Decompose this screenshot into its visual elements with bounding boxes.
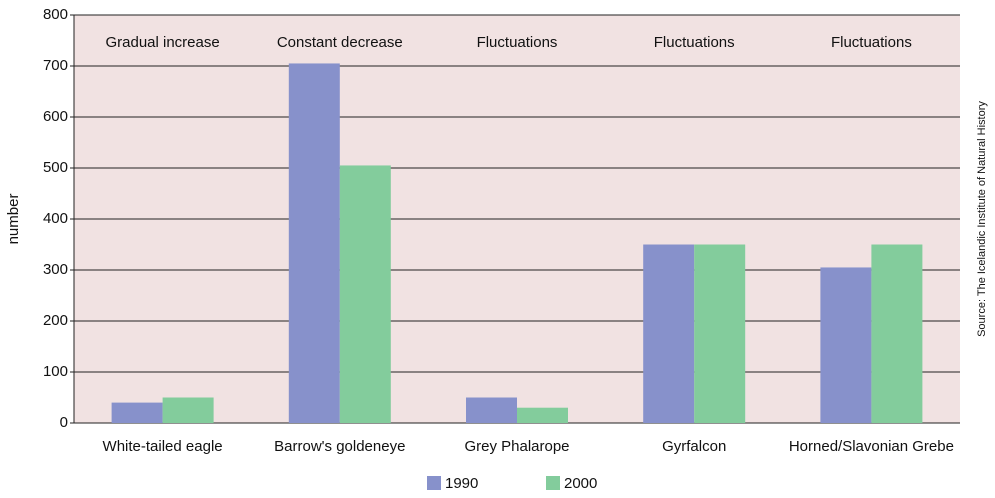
bar	[517, 407, 568, 423]
annotation: Fluctuations	[477, 34, 558, 51]
y-tick-label: 800	[43, 6, 68, 23]
bar	[643, 244, 695, 423]
x-tick-label: Gyrfalcon	[662, 438, 726, 455]
bar	[694, 244, 746, 423]
x-tick-label: Horned/Slavonian Grebe	[789, 438, 954, 455]
x-tick-label: White-tailed eagle	[103, 438, 223, 455]
bar	[466, 397, 517, 423]
y-tick-label: 500	[43, 159, 68, 176]
legend-swatch	[546, 476, 560, 490]
y-tick-label: 300	[43, 261, 68, 278]
y-tick-label: 100	[43, 363, 68, 380]
x-tick-label: Grey Phalarope	[464, 438, 569, 455]
legend-label: 2000	[564, 475, 597, 492]
bar	[339, 165, 391, 423]
y-axis-label: number	[5, 194, 22, 245]
y-tick-label: 700	[43, 57, 68, 74]
bar	[820, 267, 872, 423]
annotation: Fluctuations	[831, 34, 912, 51]
bar	[288, 63, 340, 423]
x-tick-label: Barrow's goldeneye	[274, 438, 405, 455]
legend-swatch	[427, 476, 441, 490]
source-note: Source: The Icelandic Institute of Natur…	[976, 101, 988, 337]
y-tick-label: 400	[43, 210, 68, 227]
bar	[111, 402, 163, 423]
y-tick-label: 0	[60, 414, 68, 431]
annotation: Constant decrease	[277, 34, 403, 51]
bar	[871, 244, 923, 423]
legend-label: 1990	[445, 475, 478, 492]
y-tick-label: 200	[43, 312, 68, 329]
y-tick-label: 600	[43, 108, 68, 125]
annotation: Gradual increase	[105, 34, 219, 51]
annotation: Fluctuations	[654, 34, 735, 51]
bar	[162, 397, 214, 423]
